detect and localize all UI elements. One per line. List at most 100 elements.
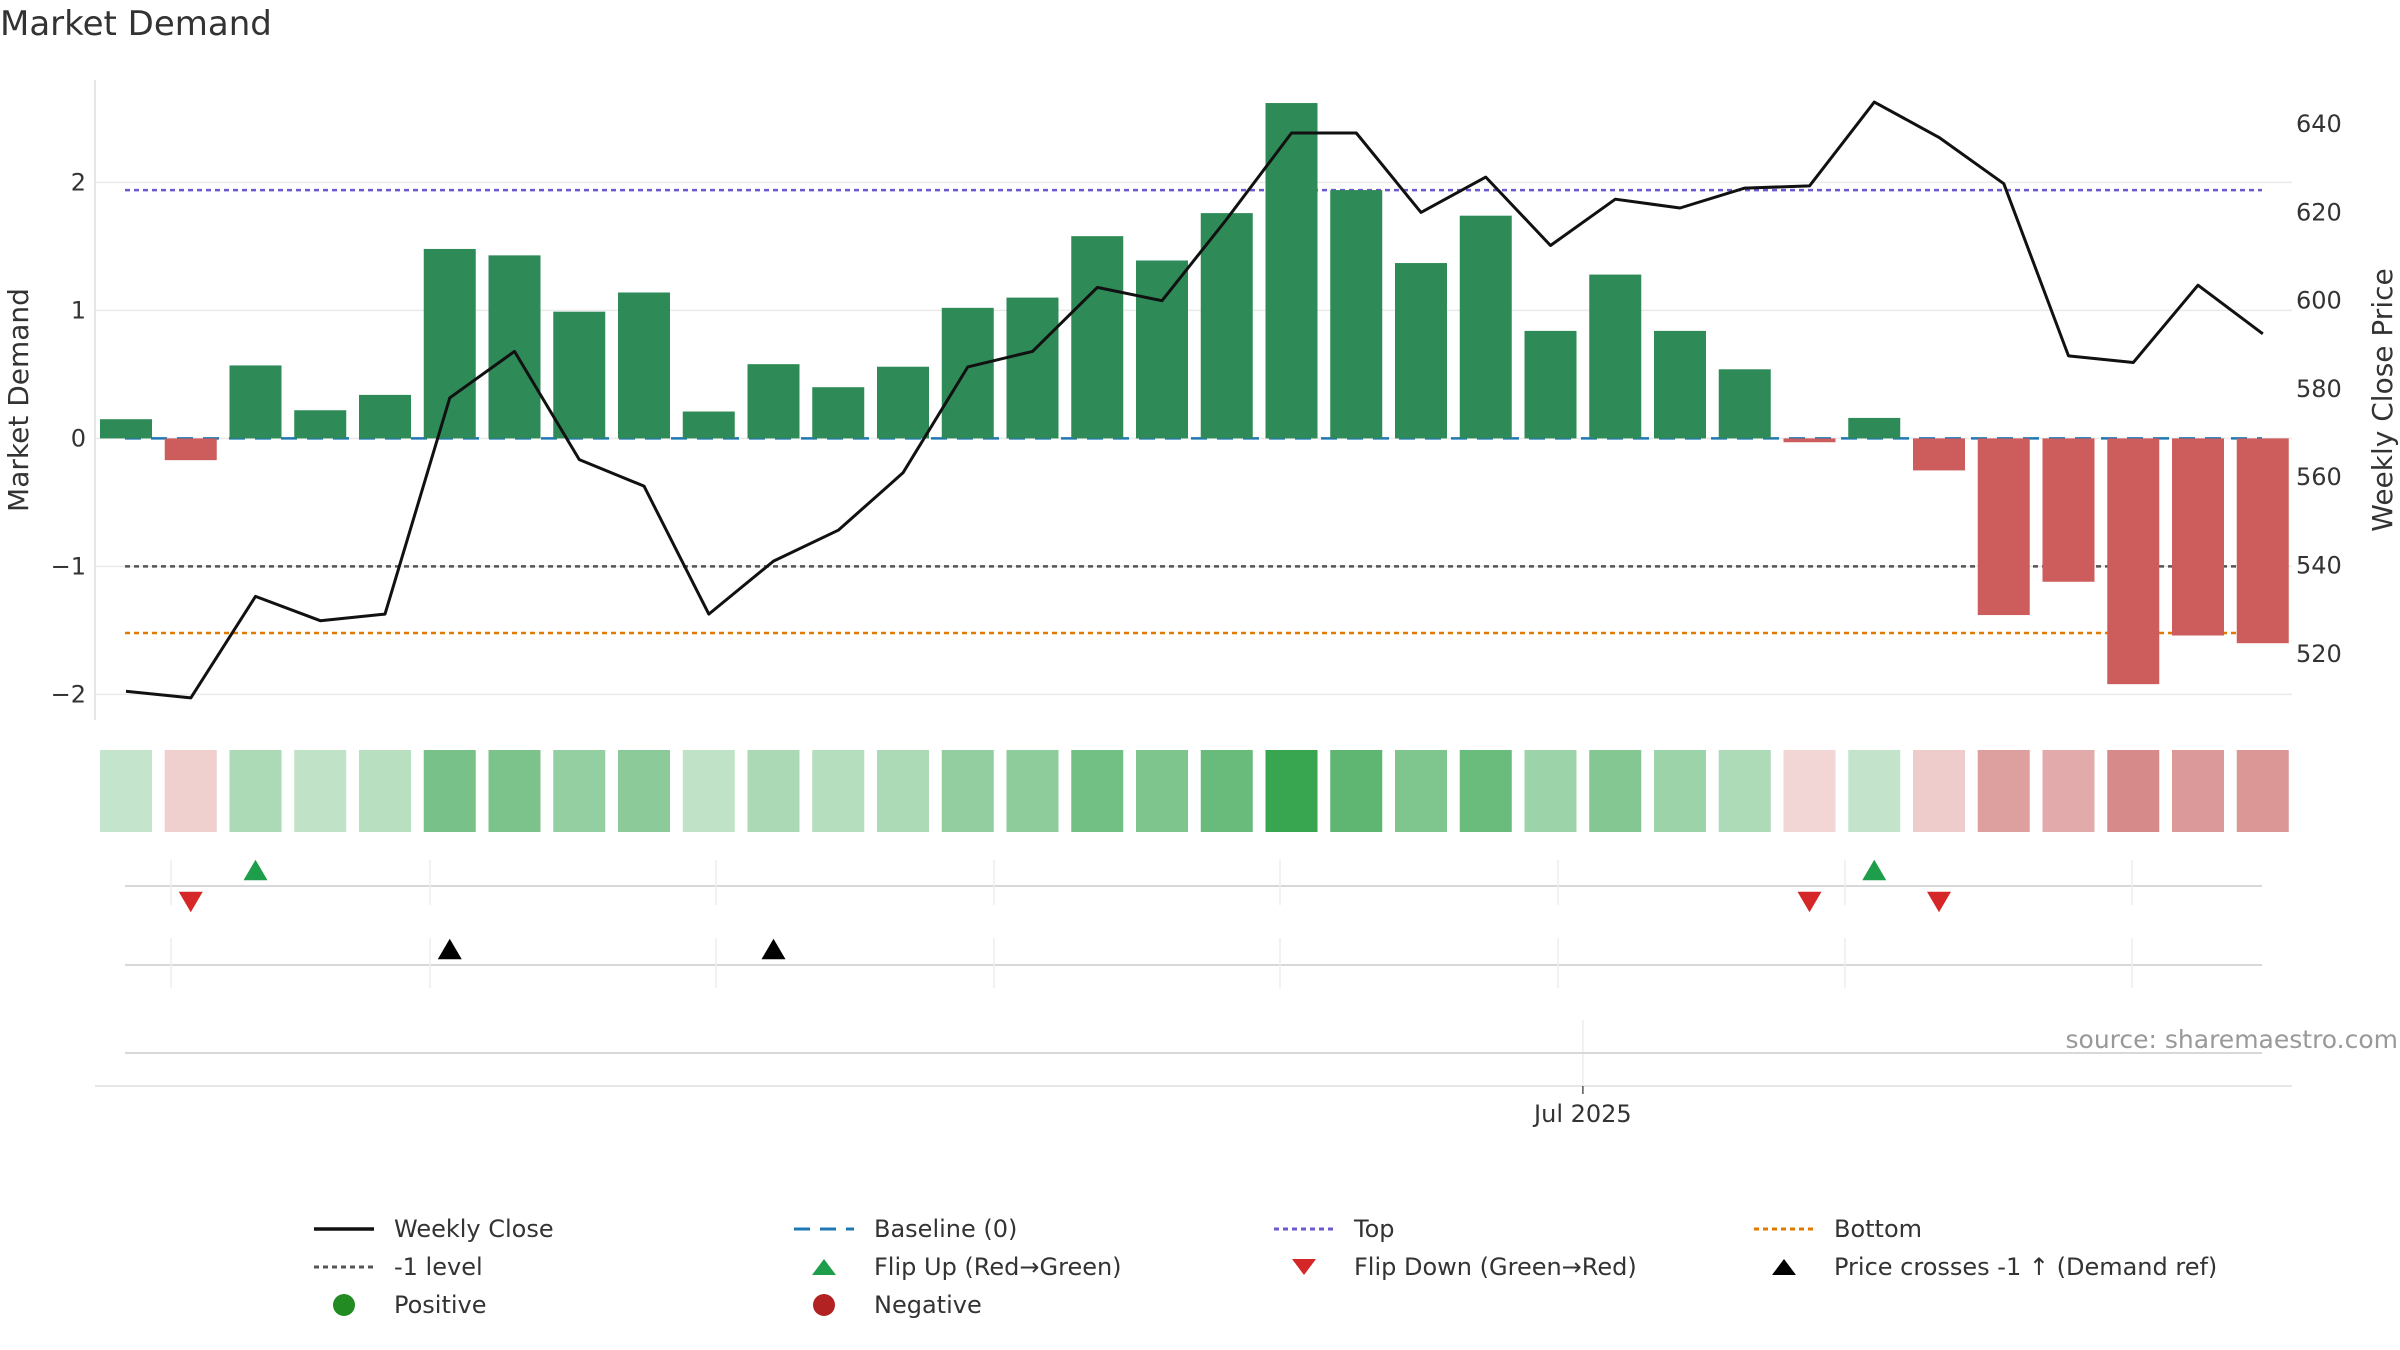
heat-cell [1459, 750, 1512, 832]
legend-symbol [314, 1227, 374, 1231]
heat-cell [1589, 750, 1642, 832]
heat-cell [1783, 750, 1836, 832]
legend-circle [333, 1294, 355, 1316]
heat-cell [877, 750, 929, 832]
heat-cell [488, 750, 541, 832]
legend-label: Weekly Close [394, 1215, 554, 1243]
heat-cell [1977, 750, 2030, 832]
legend-symbol [1772, 1259, 1796, 1275]
heat-cell [1071, 750, 1124, 832]
demand-bar [1071, 236, 1124, 439]
y2-tick-label: 540 [2296, 552, 2342, 580]
demand-bar [359, 394, 411, 439]
price-line [125, 100, 2264, 700]
heat-cell [1913, 750, 1965, 832]
demand-bar [1913, 438, 1965, 471]
axes: −2 −1 0 1 2 520 540 560 580 600 620 640 Jul 2025 [51, 80, 2342, 1128]
legend-label: Flip Up (Red→Green) [874, 1253, 1122, 1281]
reference-lines [125, 188, 2262, 635]
y2-tick-label: 620 [2296, 198, 2342, 226]
heat-cell [2236, 750, 2289, 832]
demand-bar [747, 364, 800, 439]
heat-cell [1395, 750, 1447, 832]
demand-bar [1006, 297, 1059, 439]
legend-symbol [314, 1265, 374, 1269]
flip-down-marker [1797, 891, 1822, 913]
demand-bar [2042, 438, 2095, 582]
legend-label: Bottom [1834, 1215, 1923, 1243]
y2-tick-label: 600 [2296, 287, 2342, 315]
heat-cell [1654, 750, 1706, 832]
heat-cell [682, 750, 735, 832]
heat-cell [747, 750, 800, 832]
heat-cell [164, 750, 217, 832]
demand-bar [1265, 103, 1318, 439]
heat-cell [1136, 750, 1188, 832]
chart-title: Market Demand [0, 4, 272, 44]
legend-item-negative-dot: Negative [792, 1286, 982, 1324]
y-tick-label: 0 [71, 424, 86, 452]
demand-bar [618, 292, 670, 439]
heat-cell [294, 750, 347, 832]
demand-bar [423, 248, 476, 439]
heat-cell [229, 750, 282, 832]
legend-label: Positive [394, 1291, 487, 1319]
heat-cell [941, 750, 994, 832]
y-tick-label: 2 [71, 168, 86, 196]
demand-bar [229, 365, 282, 439]
heat-cell [1718, 750, 1771, 832]
y-tick-label: 1 [71, 296, 86, 324]
legend-item-flip-down: Flip Down (Green→Red) [1272, 1248, 1637, 1286]
demand-bar [2172, 438, 2224, 636]
legend-symbol [1292, 1259, 1316, 1275]
heat-cell [1524, 750, 1577, 832]
demand-bar [941, 307, 994, 439]
heat-cell [1006, 750, 1059, 832]
demand-bar [1783, 438, 1836, 443]
demand-bar [2236, 438, 2289, 644]
demand-bar [877, 366, 929, 439]
demand-bar [1330, 190, 1383, 439]
demand-bar [1459, 215, 1512, 439]
legend-item-cross: Price crosses -1 ↑ (Demand ref) [1752, 1248, 2217, 1286]
price-line-layer [125, 100, 2264, 700]
demand-bar [1395, 263, 1447, 439]
demand-bar [164, 438, 217, 461]
demand-bar [294, 410, 347, 439]
heat-cell [2172, 750, 2224, 832]
demand-bars [100, 103, 2289, 685]
heat-cell [553, 750, 606, 832]
demand-bar [1589, 274, 1642, 439]
legend-item-flip-up: Flip Up (Red→Green) [792, 1248, 1122, 1286]
heat-cell [2042, 750, 2095, 832]
demand-bar [1977, 438, 2030, 616]
demand-bar [2107, 438, 2160, 685]
legend-label: Price crosses -1 ↑ (Demand ref) [1834, 1253, 2218, 1281]
legend-symbol [1274, 1227, 1334, 1231]
heat-cell [100, 750, 152, 832]
y2-tick-label: 520 [2296, 640, 2342, 668]
x-tick-label: Jul 2025 [1532, 1100, 1632, 1128]
legend-symbol [812, 1259, 836, 1275]
event-markers [125, 859, 2262, 1054]
heat-cell [1848, 750, 1901, 832]
y2-tick-label: 560 [2296, 463, 2342, 491]
heat-strip [100, 750, 2289, 832]
demand-bar [100, 419, 152, 439]
flip-up-marker [243, 859, 268, 881]
legend-symbol [813, 1294, 835, 1316]
y2-tick-label: 580 [2296, 375, 2342, 403]
legend-label: Baseline (0) [874, 1215, 1018, 1243]
y-tick-label: −1 [51, 552, 86, 580]
legend-item-bottom: Bottom [1752, 1210, 1922, 1248]
flip-down-marker [178, 891, 203, 913]
demand-bar [812, 387, 865, 439]
legend-symbol [1754, 1227, 1814, 1231]
legend-label: -1 level [394, 1253, 483, 1281]
demand-bar [1848, 417, 1901, 439]
heat-cell [423, 750, 476, 832]
heat-cell [812, 750, 865, 832]
demand-bar [1718, 369, 1771, 439]
price-cross-marker [437, 938, 462, 960]
legend-label: Top [1354, 1215, 1395, 1243]
